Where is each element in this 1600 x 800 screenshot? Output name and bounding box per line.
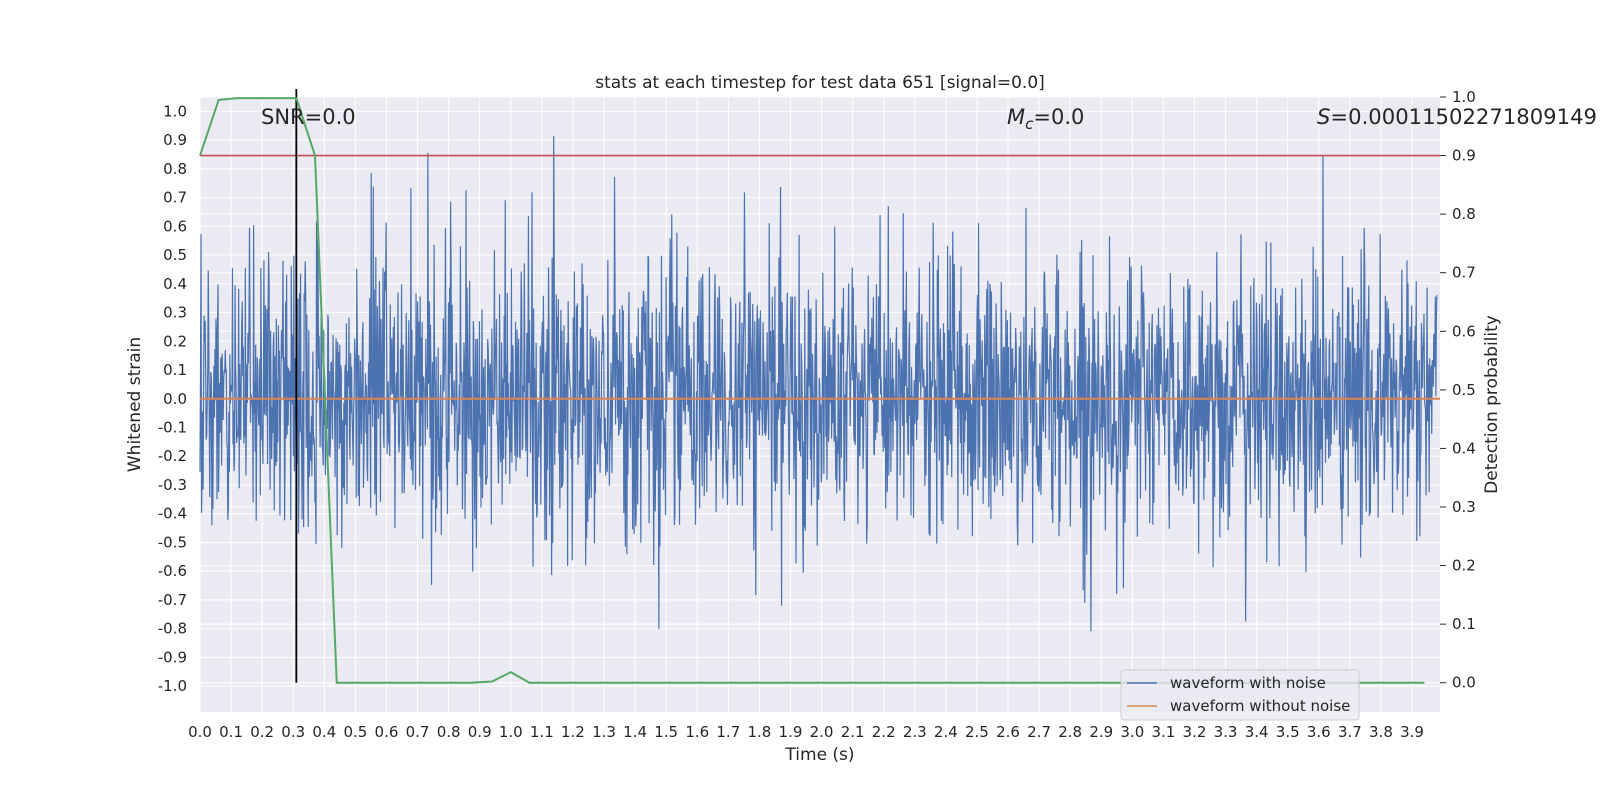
y-tick-label: 0.8 <box>163 160 187 178</box>
legend-box <box>1120 669 1360 721</box>
x-tick-label: 2.2 <box>872 723 896 741</box>
x-tick-label: 1.5 <box>654 723 678 741</box>
y2-tick-label: 0.7 <box>1452 264 1476 282</box>
x-tick-label: 0.6 <box>375 723 399 741</box>
y-tick-label: -0.8 <box>158 620 187 638</box>
y-tick-label: 1.0 <box>163 102 187 120</box>
y-tick-label: -0.2 <box>158 447 187 465</box>
y2-tick-label: 0.3 <box>1452 498 1476 516</box>
detection-probability-line <box>199 97 1425 684</box>
x-tick-label: 0.8 <box>437 723 461 741</box>
x-tick-label: 1.4 <box>623 723 647 741</box>
y2-tick-label: 0.9 <box>1452 147 1476 165</box>
x-tick-label: 0.2 <box>250 723 274 741</box>
s-value: =0.00011502271809149 <box>1330 105 1597 129</box>
y-tick-label: -0.6 <box>158 562 187 580</box>
y-axis-label: Whitened strain <box>125 337 145 472</box>
x-tick-label: 0.3 <box>281 723 305 741</box>
x-tick-label: 1.2 <box>561 723 585 741</box>
y-tick-label: 0.7 <box>163 189 187 207</box>
x-tick-label: 1.9 <box>779 723 803 741</box>
x-tick-label: 1.8 <box>747 723 771 741</box>
x-tick-label: 2.6 <box>996 723 1020 741</box>
y-tick-label: 0.2 <box>163 332 187 350</box>
x-tick-label: 1.6 <box>685 723 709 741</box>
y2-tick-label: 0.5 <box>1452 381 1476 399</box>
y2-tick-label: 0.1 <box>1452 615 1476 633</box>
x-tick-label: 2.1 <box>841 723 865 741</box>
x-tick-label: 3.0 <box>1120 723 1144 741</box>
y2-tick-label: 0.8 <box>1452 205 1476 223</box>
x-tick-label: 2.5 <box>965 723 989 741</box>
x-tick-label: 3.6 <box>1307 723 1331 741</box>
x-tick-label: 3.3 <box>1214 723 1238 741</box>
x-tick-label: 3.2 <box>1183 723 1207 741</box>
mc-symbol: M <box>1007 105 1025 129</box>
legend: waveform with noise waveform without noi… <box>1120 669 1360 721</box>
y-tick-label: 0.6 <box>163 217 187 235</box>
x-tick-label: 3.4 <box>1245 723 1269 741</box>
legend-label-clean: waveform without noise <box>1170 697 1350 715</box>
y-tick-label: -0.9 <box>158 648 187 666</box>
noise-waveform-line <box>199 136 1438 632</box>
x-tick-label: 1.1 <box>530 723 554 741</box>
y2-tick-label: 0.6 <box>1452 322 1476 340</box>
x-tick-label: 2.9 <box>1089 723 1113 741</box>
mc-subscript: c <box>1025 115 1034 133</box>
x-axis-label: Time (s) <box>784 745 854 765</box>
y-tick-label: 0.1 <box>163 361 187 379</box>
y-tick-label: -0.7 <box>158 591 187 609</box>
y-tick-label: 0.4 <box>163 275 187 293</box>
x-tick-label: 0.9 <box>468 723 492 741</box>
x-tick-label: 1.3 <box>592 723 616 741</box>
x-tick-label: 3.7 <box>1338 723 1362 741</box>
x-tick-label: 2.0 <box>810 723 834 741</box>
mc-annotation: Mc=0.0 <box>1007 105 1084 133</box>
y2-tick-label: 0.2 <box>1452 557 1476 575</box>
y2-tick-label: 1.0 <box>1452 88 1476 106</box>
x-tick-label: 0.5 <box>343 723 367 741</box>
s-symbol: S <box>1317 105 1330 129</box>
x-tick-label: 0.1 <box>219 723 243 741</box>
x-tick-label: 3.9 <box>1400 723 1424 741</box>
x-tick-label: 3.5 <box>1276 723 1300 741</box>
y-tick-label: -0.4 <box>158 505 187 523</box>
snr-annotation: SNR=0.0 <box>261 105 356 129</box>
x-tick-label: 3.8 <box>1369 723 1393 741</box>
y2-tick-label: 0.0 <box>1452 674 1476 692</box>
y-tick-label: 0.5 <box>163 246 187 264</box>
x-tick-label: 2.8 <box>1058 723 1082 741</box>
x-tick-label: 0.0 <box>188 723 212 741</box>
legend-label-noise: waveform with noise <box>1170 674 1326 692</box>
x-tick-label: 2.4 <box>934 723 958 741</box>
chart-title: stats at each timestep for test data 651… <box>595 73 1045 93</box>
noise-series-group <box>199 136 1438 632</box>
y-tick-label: -0.5 <box>158 533 187 551</box>
s-annotation: S=0.00011502271809149 <box>1317 105 1597 129</box>
x-tick-label: 1.7 <box>716 723 740 741</box>
y-tick-label: -1.0 <box>158 677 187 695</box>
x-tick-label: 0.4 <box>312 723 336 741</box>
series-lines <box>199 89 1440 684</box>
y-tick-label: -0.1 <box>158 418 187 436</box>
y2-tick-label: 0.4 <box>1452 439 1476 457</box>
y-tick-label: -0.3 <box>158 476 187 494</box>
y-tick-label: 0.9 <box>163 131 187 149</box>
x-tick-label: 2.3 <box>903 723 927 741</box>
mc-value: =0.0 <box>1033 105 1084 129</box>
x-tick-label: 1.0 <box>499 723 523 741</box>
ticks: 0.0 0.1 0.2 0.3 0.4 0.5 0.6 0.7 0.8 0.9 1.0 1.1 1.2 1… <box>158 88 1476 741</box>
y-tick-label: 0.0 <box>163 390 187 408</box>
y2-axis-label: Detection probability <box>1482 315 1502 494</box>
x-tick-label: 2.7 <box>1027 723 1051 741</box>
x-tick-label: 0.7 <box>406 723 430 741</box>
y-tick-label: 0.3 <box>163 304 187 322</box>
x-tick-label: 3.1 <box>1151 723 1175 741</box>
